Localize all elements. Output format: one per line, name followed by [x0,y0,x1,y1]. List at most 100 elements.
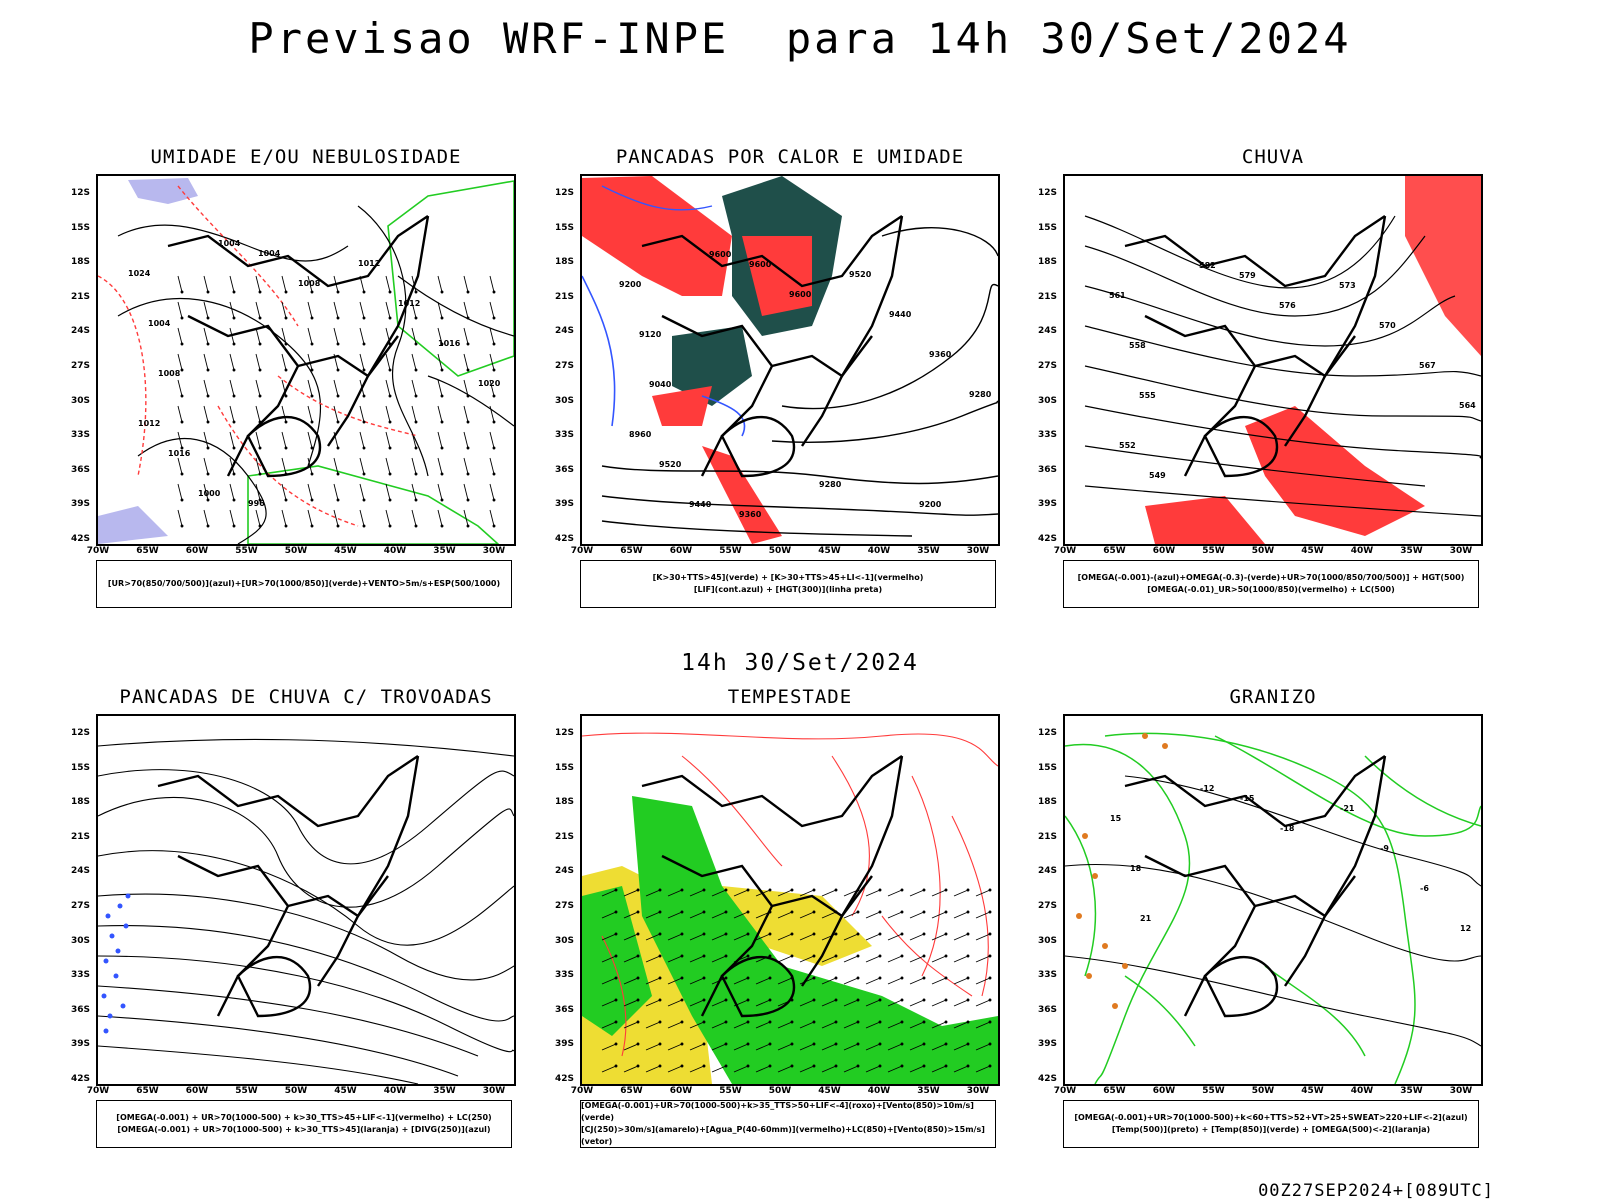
lon-tick-label: 40W [867,1086,891,1096]
lon-tick-label: 45W [334,1086,357,1096]
map-rain: 582 579 576 573 570 567 564 561 558 555 552 549 [1063,174,1483,546]
lon-tick-label: 70W [570,546,594,556]
lat-tick-label: 18S [70,257,90,268]
wind-vector-head [702,998,706,1002]
wind-vector-head [206,342,210,346]
wind-vector-head [658,1064,662,1068]
wind-vector-head [336,394,340,398]
wind-vector [333,301,339,319]
contour-label: 9600 [789,290,812,299]
wind-vector [975,977,991,985]
wind-vector-head [492,394,496,398]
wind-vector [255,353,261,371]
wind-vector-head [922,888,926,892]
lat-tick-label: 42S [554,1074,574,1084]
wind-vector-head [922,976,926,980]
wind-vector-head [768,932,772,936]
legend-heat-showers: [K>30+TTS>45](verde) + [K>30+TTS>45+LI<-… [580,560,996,608]
wind-vector [777,933,793,941]
legend-humidity: [UR>70(850/700/500)](azul)+[UR>70(1000/8… [96,560,512,608]
wind-vector-head [922,954,926,958]
wind-vector [865,955,881,963]
wind-vector [281,483,287,501]
footer-run-info: 00Z27SEP2024+[089UTC] [1258,1181,1494,1201]
wind-vector [645,889,661,897]
lat-tick-label: 12S [1037,188,1057,198]
wind-vector [711,911,727,919]
wind-vector [843,999,859,1007]
lon-tick-label: 55W [235,546,258,556]
wind-vector-head [492,290,496,294]
lon-tick-label: 35W [917,546,940,556]
wind-vector [307,483,313,501]
wind-vector [689,1043,705,1051]
wind-vector-head [232,498,236,502]
wind-vector-head [900,932,904,936]
lon-tick-label: 40W [383,1086,407,1096]
wind-vector-head [746,932,750,936]
wind-vector [385,509,391,527]
wind-vector-head [658,932,662,936]
wind-vector-head [768,1064,772,1068]
wind-vector-head [746,888,750,892]
wind-vector [975,911,991,919]
wind-vector [177,457,183,475]
wind-vector [799,1043,815,1051]
lon-tick-label: 55W [1202,1086,1225,1096]
wind-vector-head [362,524,366,528]
wind-vector-head [388,420,392,424]
contour-label: -9 [1380,844,1389,853]
wind-vector-head [310,316,314,320]
contour-label: 9600 [749,260,772,269]
wind-vector-head [768,976,772,980]
wind-vector-head [702,910,706,914]
wind-vector [733,911,749,919]
wind-vector-head [336,420,340,424]
contour-label: 1012 [138,419,160,428]
wind-vector [689,1065,705,1073]
legend-rain: [OMEGA(-0.001)-(azul)+OMEGA(-0.3)-(verde… [1063,560,1479,608]
wind-vector [601,933,617,941]
contour-label: 21 [1140,914,1152,923]
wind-vector [909,1065,925,1073]
lat-tick-label: 21S [1037,831,1057,842]
wind-vector-head [702,1042,706,1046]
lat-tick-label: 42S [1037,534,1057,544]
wind-vector-head [856,976,860,980]
wind-vector-head [790,954,794,958]
wind-vector-head [944,1042,948,1046]
contour-label: 9440 [689,500,712,509]
wind-vector [359,431,365,449]
legend-line: [LIF](cont.azul) + [HGT(300)](linha pret… [693,585,883,594]
wind-vector [689,999,705,1007]
legend-line: [OMEGA(-0.001) + UR>70(1000-500) + k>30_… [117,1125,491,1134]
wind-vector [623,977,639,985]
wind-vector [931,1021,947,1029]
wind-vector-head [362,316,366,320]
wind-vector [177,405,183,423]
wind-vector-head [414,394,418,398]
wind-vector-head [180,316,184,320]
contour-label: -15 [1240,794,1255,803]
lat-tick-label: 24S [554,326,574,337]
wind-vector-head [702,976,706,980]
map-svg [582,732,998,1084]
wind-vector [821,911,837,919]
wind-vector [843,1065,859,1073]
wind-vector-head [988,998,992,1002]
wind-vector-head [232,316,236,320]
lat-tick-label: 24S [70,866,90,877]
map-svg: -12 -15 -18 -21 -9 -6 12 15 18 21 [1065,732,1481,1084]
map-svg [98,738,514,1084]
wind-vector [953,977,969,985]
wind-vector-head [492,472,496,476]
wind-vector [385,405,391,423]
wind-vector [755,1043,771,1051]
wind-vector-head [614,910,618,914]
legend-line: [OMEGA(-0.01)_UR>50(1000/850)(vermelho) … [1147,585,1395,594]
wind-vector [463,301,469,319]
wind-vector [887,977,903,985]
wind-vector-head [768,954,772,958]
wind-vector [799,911,815,919]
wind-vector-head [966,954,970,958]
